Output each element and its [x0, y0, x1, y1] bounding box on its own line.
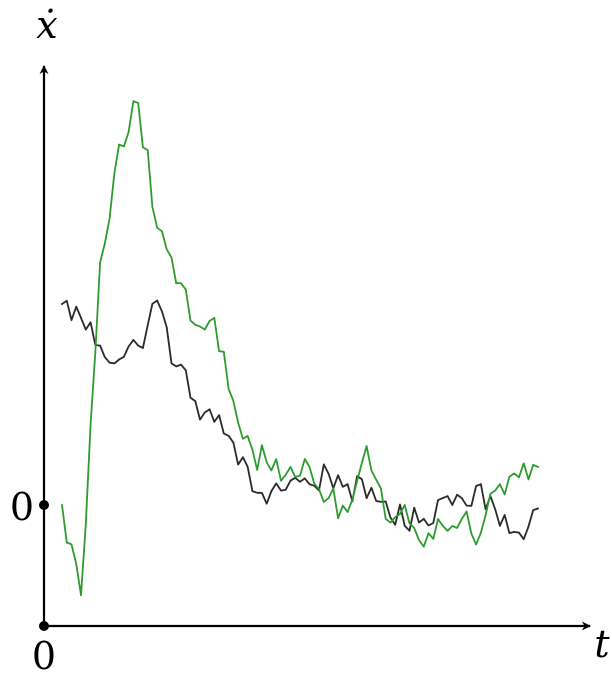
series-2-point: [384, 518, 387, 520]
series-2-point: [480, 531, 482, 534]
series-2-point: [499, 483, 501, 486]
series-1-point: [232, 441, 235, 444]
series-2-point: [327, 497, 330, 499]
series-2-point: [251, 448, 254, 451]
series-2-point: [403, 504, 406, 506]
series-1-point: [156, 299, 159, 302]
series-1-point: [346, 483, 349, 486]
series-2-point: [156, 226, 159, 229]
series-1-point: [327, 472, 330, 475]
series-1-point: [175, 365, 178, 368]
series-1-point: [480, 483, 482, 486]
series-2-point: [213, 317, 216, 319]
series-1-point: [289, 479, 292, 482]
series-2-point: [194, 323, 197, 326]
series-2-point: [460, 518, 463, 520]
series-line-2: [61, 100, 539, 596]
series-2-point: [518, 476, 520, 479]
series-2-point: [80, 594, 82, 596]
series-2-point: [99, 261, 101, 264]
series-1-point: [137, 344, 140, 347]
series-2-point: [289, 466, 292, 468]
y-axis-label: ẋ: [36, 3, 57, 47]
series-1-point: [194, 400, 197, 402]
series-1-point: [403, 524, 406, 527]
series-2-point: [175, 282, 178, 285]
series-1-point: [80, 317, 82, 319]
series-1-point: [422, 518, 425, 520]
origin-tick-label: 0: [32, 634, 56, 675]
series-layer: [61, 100, 539, 596]
series-1-point: [518, 531, 520, 534]
origin-point: [39, 621, 49, 631]
series-2-point: [365, 445, 368, 447]
series-1-point: [365, 497, 368, 499]
series-2-point: [537, 466, 539, 468]
series-2-point: [270, 469, 273, 472]
x-axis-label: t: [594, 622, 610, 666]
series-2-point: [61, 504, 63, 506]
series-1-point: [537, 507, 539, 510]
series-1-point: [99, 344, 101, 347]
series-1-point: [118, 358, 120, 361]
series-2-point: [308, 466, 311, 468]
series-2-point: [346, 511, 349, 513]
series-1-point: [384, 500, 387, 503]
series-1-point: [251, 490, 254, 492]
series-1-point: [460, 497, 463, 499]
series-1-point: [270, 490, 273, 492]
series-1-point: [499, 524, 501, 527]
y-zero-point: [39, 500, 49, 510]
series-2-point: [422, 545, 425, 548]
series-1-point: [213, 420, 216, 423]
series-2-point: [441, 524, 444, 527]
series-1-point: [441, 497, 444, 499]
series-2-point: [232, 400, 235, 402]
series-line-1: [61, 299, 539, 541]
series-1-point: [61, 303, 63, 305]
y-zero-tick-label: 0: [10, 485, 34, 529]
series-2-point: [137, 102, 140, 104]
series-2-point: [118, 143, 120, 146]
series-1-point: [308, 483, 311, 486]
